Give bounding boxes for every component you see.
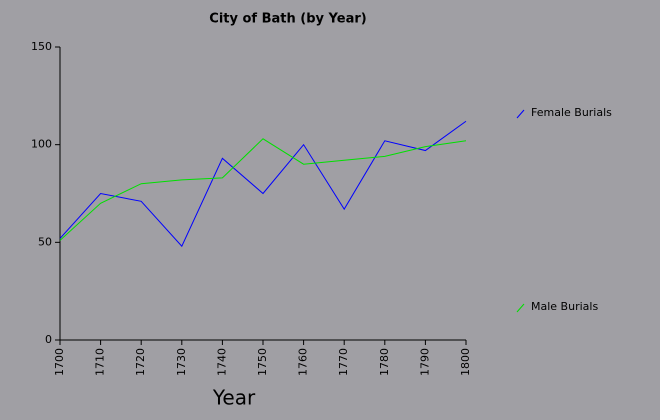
x-tick-label: 1750 bbox=[256, 348, 269, 376]
legend-label: Female Burials bbox=[531, 106, 612, 119]
legend-swatch bbox=[516, 303, 525, 313]
x-tick-label: 1710 bbox=[94, 348, 107, 376]
x-tick-label: 1730 bbox=[175, 348, 188, 376]
chart-title: City of Bath (by Year) bbox=[209, 12, 366, 27]
x-tick-label: 1740 bbox=[215, 348, 228, 376]
x-axis-label: Year bbox=[212, 386, 256, 410]
legend-swatch bbox=[516, 109, 525, 119]
data-line bbox=[59, 120, 467, 248]
y-tick-label: 100 bbox=[31, 138, 52, 151]
data-line bbox=[59, 138, 467, 241]
x-tick-label: 1720 bbox=[134, 348, 147, 376]
y-tick-label: 50 bbox=[38, 235, 52, 248]
x-tick-label: 1780 bbox=[378, 348, 391, 376]
y-tick-label: 150 bbox=[31, 40, 52, 53]
x-tick-label: 1800 bbox=[459, 348, 472, 376]
x-tick-label: 1790 bbox=[418, 348, 431, 376]
x-tick-label: 1770 bbox=[337, 348, 350, 376]
y-tick-label: 0 bbox=[45, 333, 52, 346]
x-tick-label: 1700 bbox=[53, 348, 66, 376]
legend-label: Male Burials bbox=[531, 300, 598, 313]
x-tick-label: 1760 bbox=[297, 348, 310, 376]
